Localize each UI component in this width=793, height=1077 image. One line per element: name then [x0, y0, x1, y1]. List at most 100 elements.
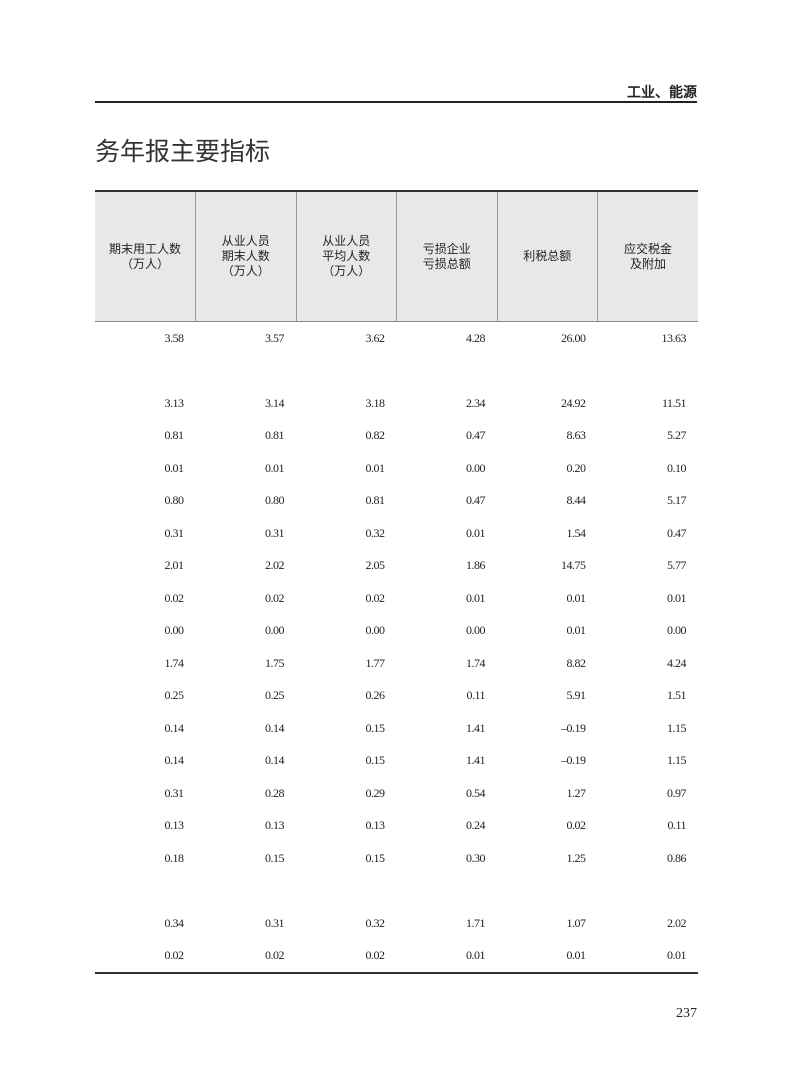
table-row: 0.14 0.14 0.15 1.41 –0.19 1.15: [95, 745, 698, 778]
table-cell: 1.27: [566, 785, 586, 800]
table-header-row: 期末用工人数 （万人） 从业人员 期末人数 （万人） 从业人员 平均人数 （万人）亏…: [95, 190, 698, 322]
table-cell: –0.19: [561, 753, 586, 768]
column-header: 期末用工人数 （万人）: [95, 190, 196, 322]
table-cell: 1.74: [164, 655, 184, 670]
table-cell: 1.07: [566, 915, 586, 930]
table-row: 0.31 0.28 0.29 0.54 1.27 0.97: [95, 777, 698, 810]
table-cell: 26.00: [561, 330, 586, 345]
table-cell: 0.02: [365, 590, 385, 605]
table-cell: 5.77: [667, 558, 686, 573]
table-cell: 0.81: [365, 493, 385, 508]
table-cell: 0.01: [365, 460, 385, 475]
table-cell: 0.47: [667, 525, 686, 540]
table-cell: 8.82: [566, 655, 586, 670]
table-cell: 1.15: [667, 720, 686, 735]
table-cell: 0.01: [164, 460, 184, 475]
table-cell: 0.31: [265, 525, 284, 540]
table-cell: [196, 875, 297, 908]
table-row: 0.01 0.01 0.01 0.00 0.20 0.10: [95, 452, 698, 485]
table-row: 0.02 0.02 0.02 0.01 0.01 0.01: [95, 582, 698, 615]
table-cell: 0.02: [265, 590, 284, 605]
table-cell: 0.01: [466, 590, 485, 605]
table-cell: 0.18: [164, 850, 184, 865]
table-cell: 0.01: [597, 939, 698, 974]
table-cell: 0.80: [265, 493, 284, 508]
column-header: 应交税金 及附加: [597, 190, 698, 322]
table-cell: 0.86: [667, 850, 686, 865]
table-cell: 3.13: [164, 395, 184, 410]
table-cell: 1.25: [566, 850, 586, 865]
table-cell: 0.01: [396, 939, 497, 974]
table-row: 0.34 0.31 0.32 1.71 1.07 2.02: [95, 907, 698, 940]
table-cell: [397, 875, 498, 908]
table-cell: 14.75: [561, 558, 586, 573]
table-cell: 0.25: [265, 688, 284, 703]
table-cell: 0.14: [164, 753, 184, 768]
table-cell: 0.00: [466, 623, 485, 638]
table-cell: 0.31: [164, 525, 184, 540]
table-cell: 1.41: [466, 720, 485, 735]
table-cell: [598, 355, 699, 388]
table-cell: 0.14: [164, 720, 184, 735]
table-row: 0.13 0.13 0.13 0.24 0.02 0.11: [95, 810, 698, 843]
table-cell: 1.75: [265, 655, 284, 670]
table-cell: 0.14: [265, 753, 284, 768]
table-cell: 2.01: [164, 558, 184, 573]
table-cell: 0.26: [365, 688, 385, 703]
table-cell: 0.10: [667, 460, 686, 475]
table-cell: 0.00: [265, 623, 284, 638]
table-cell: 8.44: [566, 493, 586, 508]
table-row: 0.31 0.31 0.32 0.01 1.54 0.47: [95, 517, 698, 550]
table-row: 0.00 0.00 0.00 0.00 0.01 0.00: [95, 615, 698, 648]
table-cell: 0.14: [265, 720, 284, 735]
table-row: 2.01 2.02 2.05 1.86 14.75 5.77: [95, 550, 698, 583]
table-cell: 0.02: [95, 939, 196, 974]
table-cell: 0.34: [164, 915, 184, 930]
table-row: 0.80 0.80 0.81 0.47 8.44 5.17: [95, 485, 698, 518]
table-cell: 3.18: [365, 395, 385, 410]
table-cell: [296, 875, 397, 908]
table-row: 0.02 0.02 0.02 0.01 0.01 0.01: [95, 939, 698, 974]
table-cell: 0.00: [164, 623, 184, 638]
table-cell: 0.15: [265, 850, 284, 865]
table-cell: 3.57: [265, 330, 284, 345]
table-cell: 0.02: [296, 939, 397, 974]
table-cell: 2.34: [466, 395, 485, 410]
section-heading: 工业、能源: [627, 85, 697, 101]
table-row: 0.18 0.15 0.15 0.30 1.25 0.86: [95, 842, 698, 875]
table-cell: 11.51: [661, 395, 687, 410]
table-cell: 4.24: [667, 655, 686, 670]
table-cell: [397, 355, 498, 388]
table-cell: 0.20: [566, 460, 586, 475]
table-cell: 1.51: [667, 688, 686, 703]
table-cell: [497, 355, 598, 388]
table-cell: [95, 875, 196, 908]
table-cell: 0.02: [164, 590, 184, 605]
table-row: 3.58 3.57 3.62 4.28 26.00 13.63: [95, 322, 698, 355]
page-number: 237: [676, 1006, 697, 1021]
table-cell: 0.15: [365, 720, 385, 735]
table-cell: 5.27: [667, 428, 686, 443]
table-row: 0.81 0.81 0.82 0.47 8.63 5.27: [95, 420, 698, 453]
table-cell: 8.63: [566, 428, 586, 443]
table-row: [95, 355, 698, 388]
table-cell: 3.14: [265, 395, 284, 410]
table-cell: 3.62: [365, 330, 385, 345]
table-cell: 0.30: [466, 850, 485, 865]
column-header: 从业人员 平均人数 （万人）: [295, 190, 397, 322]
table-cell: 0.02: [195, 939, 296, 974]
table-cell: 1.15: [667, 753, 686, 768]
table-cell: 0.81: [164, 428, 184, 443]
table-cell: [598, 875, 699, 908]
table-cell: 0.01: [265, 460, 284, 475]
table-cell: 0.28: [265, 785, 284, 800]
table-cell: 24.92: [561, 395, 586, 410]
table-cell: 4.28: [466, 330, 485, 345]
table-cell: 1.77: [365, 655, 385, 670]
table-cell: 0.01: [566, 623, 586, 638]
table-row: 0.25 0.25 0.26 0.11 5.91 1.51: [95, 680, 698, 713]
table-cell: [296, 355, 397, 388]
table-cell: 0.29: [365, 785, 385, 800]
table-cell: 0.15: [365, 850, 385, 865]
table-cell: 5.17: [667, 493, 686, 508]
